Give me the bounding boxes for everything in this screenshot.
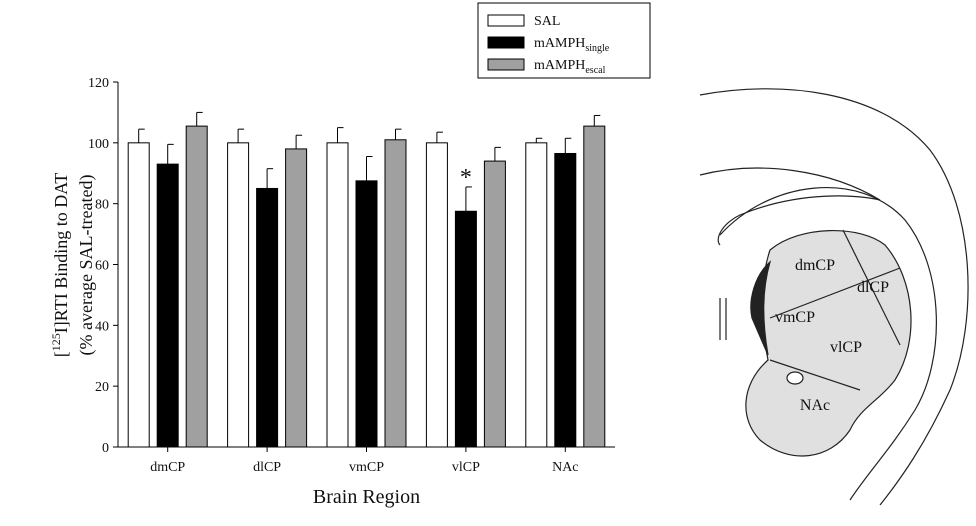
legend-swatch [488,15,524,26]
bar [526,143,547,447]
y-axis-label-part: 125 [49,333,63,351]
bar [186,126,207,447]
bar [356,181,377,447]
y-tick-label: 40 [95,319,109,334]
anterior-commissure [787,372,803,384]
region-label: NAc [800,397,830,414]
annotation: * [460,165,472,191]
region-label: vmCP [775,309,815,326]
x-axis-label: Brain Region [313,486,420,508]
legend-swatch [488,37,524,48]
bar [555,153,576,447]
x-tick-label: vmCP [349,460,384,475]
brain-diagram: dmCP dlCP vmCP vlCP NAc [700,89,968,505]
bar [228,143,249,447]
region-label: dlCP [857,279,889,296]
x-tick-label: vlCP [452,460,480,475]
y-tick-label: 60 [95,259,109,274]
region-label: dmCP [795,257,835,274]
bar [385,140,406,447]
region-label: vlCP [830,339,862,356]
y-axis-label-part: I]RTI Binding to DAT [51,173,71,333]
x-tick-label: NAc [552,460,578,475]
y-axis-label: (% average SAL-treated) [76,175,97,356]
plot: 0 20 40 60 80 100 120 dmCP dlCP vmCP vlCP NAc * Brain… [49,3,650,508]
bar [327,143,348,447]
legend-name: mAMPH [534,36,585,51]
legend-subscript: single [585,43,609,54]
bar [484,161,505,447]
y-axis-label: [125I]RTI Binding to DAT [49,173,71,357]
x-tick-label: dmCP [150,460,185,475]
legend-name: mAMPH [534,58,585,73]
x-tick-label: dlCP [253,460,281,475]
legend-swatch [488,59,524,70]
y-tick-label: 0 [102,441,109,456]
legend-subscript: escal [585,65,605,76]
legend-label: SAL [534,14,560,29]
bar [584,126,605,447]
midline-structure [720,298,726,340]
bar [128,143,149,447]
y-tick-label: 120 [88,76,109,91]
bar [257,188,278,447]
bar [157,164,178,447]
y-tick-label: 80 [95,198,109,213]
figure: 0 20 40 60 80 100 120 dmCP dlCP vmCP vlCP NAc * Brain… [0,0,976,521]
bar [426,143,447,447]
bar [455,211,476,447]
y-tick-label: 100 [88,137,109,152]
bar [286,149,307,447]
legend-name: SAL [534,14,560,29]
y-tick-label: 20 [95,380,109,395]
